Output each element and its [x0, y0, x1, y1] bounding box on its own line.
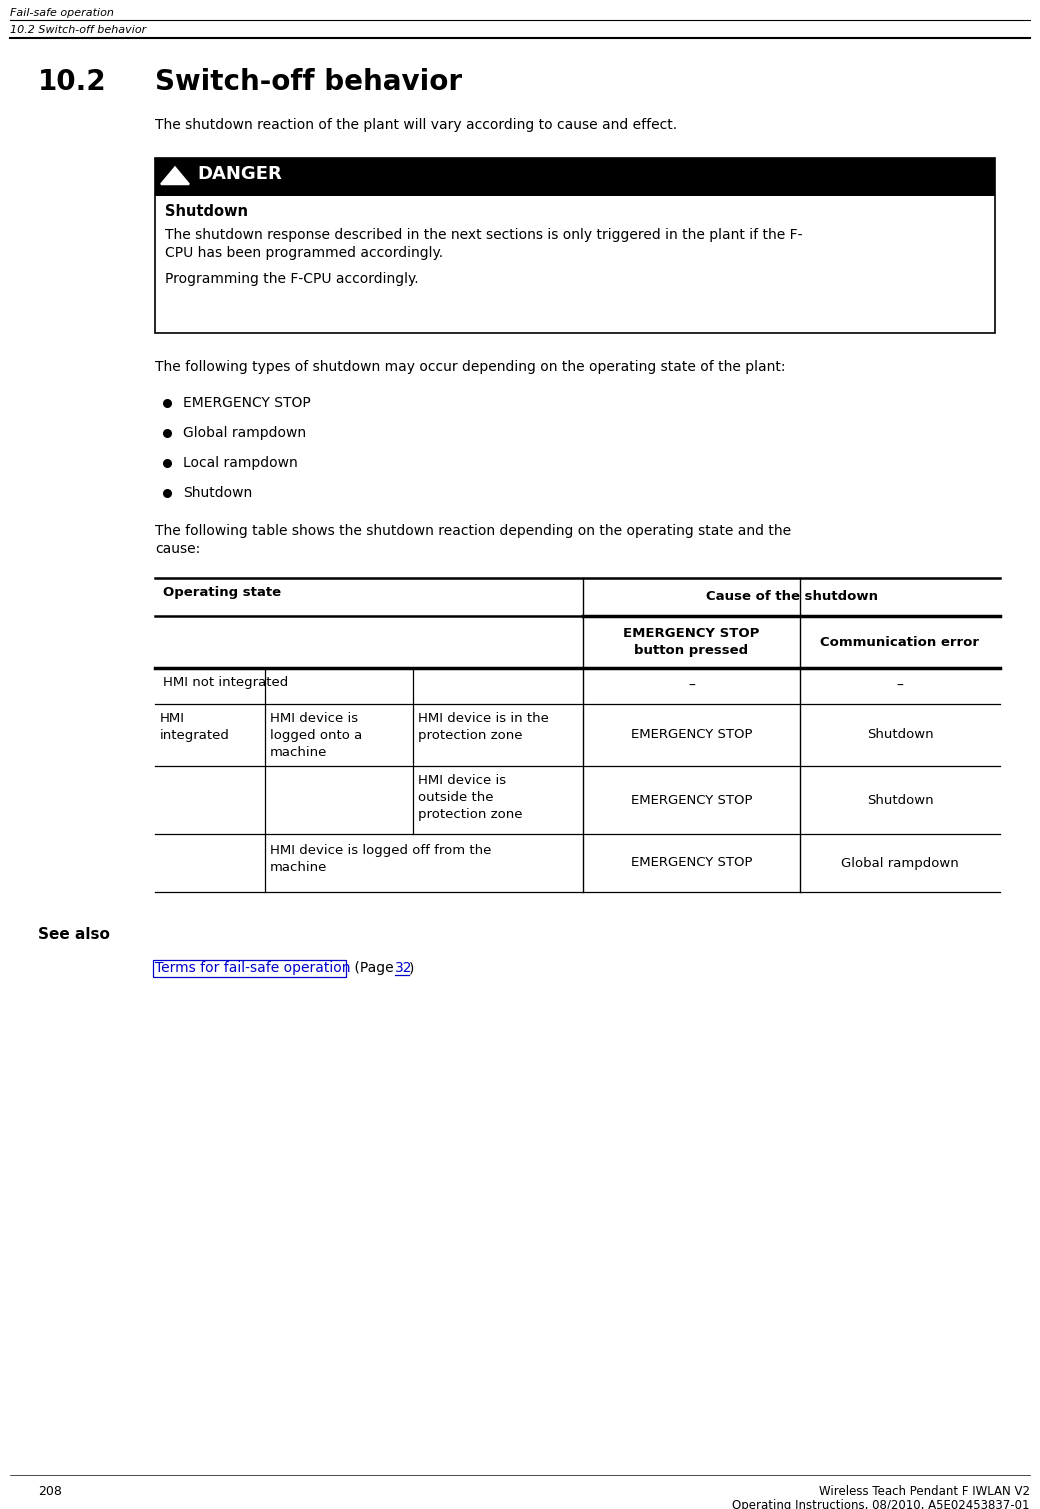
Text: The shutdown response described in the next sections is only triggered in the pl: The shutdown response described in the n… — [165, 228, 803, 261]
Text: Terms for fail-safe operation: Terms for fail-safe operation — [155, 961, 350, 975]
Text: Global rampdown: Global rampdown — [841, 857, 959, 869]
Text: 208: 208 — [38, 1485, 61, 1498]
Text: –: – — [688, 679, 695, 693]
Text: –: – — [896, 679, 904, 693]
Bar — [155, 158, 995, 333]
Text: Cause of the shutdown: Cause of the shutdown — [705, 590, 878, 604]
Text: HMI device is in the
protection zone: HMI device is in the protection zone — [418, 712, 549, 742]
Text: Wireless Teach Pendant F IWLAN V2: Wireless Teach Pendant F IWLAN V2 — [820, 1485, 1030, 1498]
Bar — [153, 960, 346, 976]
Text: (Page: (Page — [350, 961, 398, 975]
Text: Shutdown: Shutdown — [866, 794, 933, 806]
Text: HMI device is
outside the
protection zone: HMI device is outside the protection zon… — [418, 774, 522, 821]
Text: Local rampdown: Local rampdown — [183, 456, 297, 469]
Text: 10.2: 10.2 — [38, 68, 107, 97]
Text: EMERGENCY STOP
button pressed: EMERGENCY STOP button pressed — [623, 628, 759, 656]
Text: EMERGENCY STOP: EMERGENCY STOP — [630, 729, 752, 741]
Text: HMI
integrated: HMI integrated — [160, 712, 230, 742]
Text: ): ) — [409, 961, 414, 975]
Text: Shutdown: Shutdown — [165, 204, 248, 219]
Text: HMI not integrated: HMI not integrated — [163, 676, 288, 690]
Text: Operating Instructions, 08/2010, A5E02453837-01: Operating Instructions, 08/2010, A5E0245… — [732, 1498, 1030, 1509]
Text: HMI device is logged off from the
machine: HMI device is logged off from the machin… — [270, 844, 491, 874]
Text: Global rampdown: Global rampdown — [183, 426, 306, 441]
Text: Switch-off behavior: Switch-off behavior — [155, 68, 462, 97]
Text: EMERGENCY STOP: EMERGENCY STOP — [630, 794, 752, 806]
Text: 10.2 Switch-off behavior: 10.2 Switch-off behavior — [10, 26, 147, 35]
Text: Communication error: Communication error — [821, 635, 980, 649]
Text: The following types of shutdown may occur depending on the operating state of th: The following types of shutdown may occu… — [155, 361, 785, 374]
Text: EMERGENCY STOP: EMERGENCY STOP — [183, 395, 311, 410]
Text: Shutdown: Shutdown — [866, 729, 933, 741]
Bar — [155, 158, 995, 196]
Text: The shutdown reaction of the plant will vary according to cause and effect.: The shutdown reaction of the plant will … — [155, 118, 677, 131]
Bar — [155, 578, 1000, 892]
Text: See also: See also — [38, 927, 110, 942]
Text: Fail-safe operation: Fail-safe operation — [10, 8, 113, 18]
Text: !: ! — [172, 166, 178, 180]
Text: EMERGENCY STOP: EMERGENCY STOP — [630, 857, 752, 869]
Text: The following table shows the shutdown reaction depending on the operating state: The following table shows the shutdown r… — [155, 524, 791, 557]
Text: 32: 32 — [395, 961, 413, 975]
Polygon shape — [161, 167, 189, 184]
Text: Programming the F-CPU accordingly.: Programming the F-CPU accordingly. — [165, 272, 419, 287]
Text: DANGER: DANGER — [197, 164, 282, 183]
Text: Shutdown: Shutdown — [183, 486, 253, 499]
Bar — [155, 196, 995, 333]
Text: HMI device is
logged onto a
machine: HMI device is logged onto a machine — [270, 712, 362, 759]
Text: Operating state: Operating state — [163, 585, 281, 599]
